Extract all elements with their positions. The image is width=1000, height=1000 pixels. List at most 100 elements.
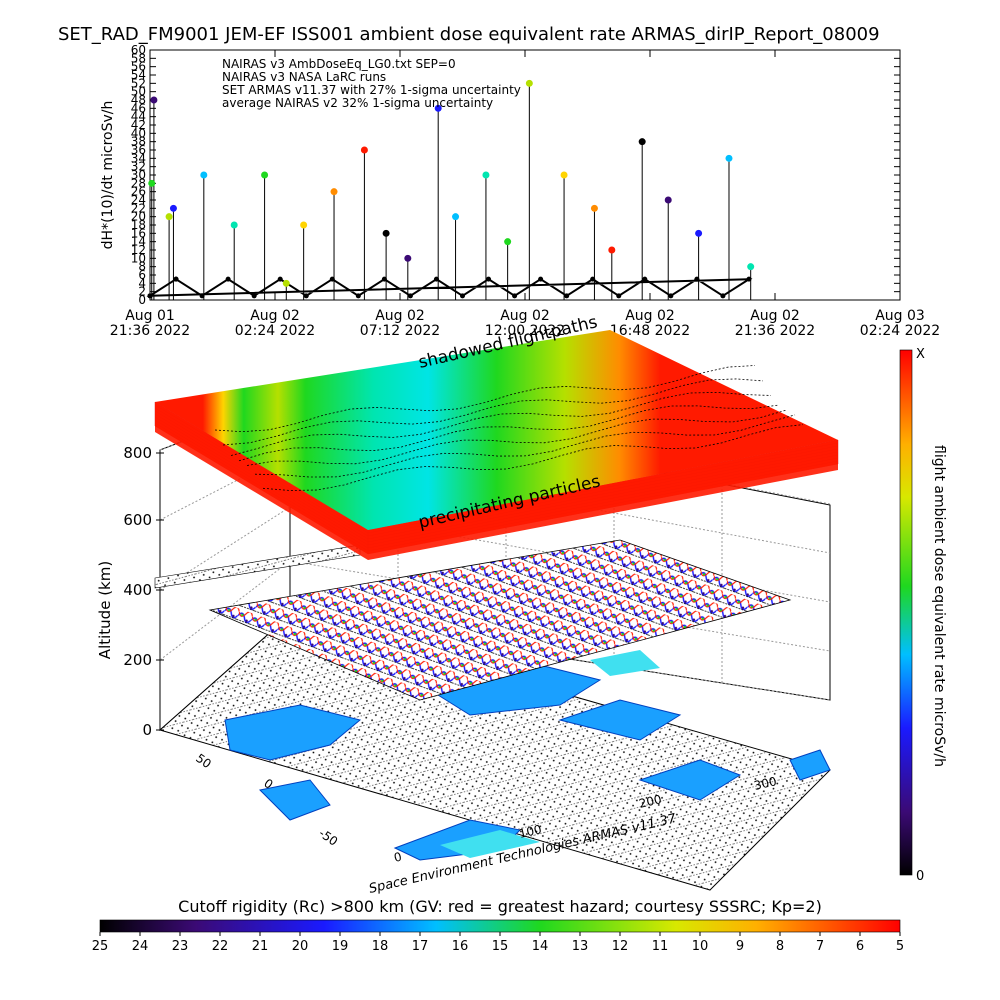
nairas-baseline-point (512, 293, 518, 299)
armas-point (452, 213, 460, 221)
top-y-tick-label: 2 (138, 285, 146, 299)
rigidity-tick-label: 25 (92, 939, 109, 954)
armas-point (725, 154, 733, 162)
shadowed-flightpath-line (222, 378, 764, 446)
rigidity-sheet-top (155, 330, 838, 530)
armas-point (434, 104, 442, 112)
dose-colorbar-label: flight ambient dose equivalent rate micr… (931, 445, 947, 767)
nairas-baseline-point (225, 276, 231, 282)
shadowed-flightpath-line (238, 404, 780, 462)
top-y-tick-label: 34 (131, 151, 146, 165)
nairas-baseline-point (407, 293, 413, 299)
top-y-tick-label: 20 (131, 210, 146, 224)
altitude-axis: 0 200 400 600 800 (123, 444, 164, 739)
rigidity-tick-label: 23 (172, 939, 189, 954)
sheet-side-left (155, 402, 368, 560)
longitude-tick-label: 200 (638, 792, 663, 811)
nairas-baseline-line (146, 278, 753, 297)
top-x-tick-date: Aug 02 (375, 308, 425, 324)
armas-point (300, 221, 308, 229)
armas-point (590, 204, 598, 212)
armas-point (148, 179, 156, 187)
land-ocean-patch (638, 759, 742, 801)
top-y-tick-label: 56 (131, 60, 146, 74)
shadowed-flightpath-line (254, 414, 796, 478)
dose-colorbar-top-label: X (916, 347, 925, 362)
figure-title: SET_RAD_FM9001 JEM-EF ISS001 ambient dos… (58, 24, 880, 45)
top-x-tick-time: 21:36 2022 (735, 323, 815, 339)
rigidity-tick-label: 10 (692, 939, 709, 954)
top-y-tick-label: 60 (131, 43, 146, 57)
top-y-tick-label: 22 (131, 201, 146, 215)
nairas-baseline-point (277, 276, 283, 282)
top-y-tick-label: 24 (131, 193, 146, 207)
longitude-tick-label: 0 (393, 850, 404, 865)
rigidity-colorbar-title: Cutoff rigidity (Rc) >800 km (GV: red = … (178, 897, 822, 916)
armas-point (608, 246, 616, 254)
top-legend-entry: NAIRAS v3 AmbDoseEq_LG0.txt SEP=0 (222, 57, 456, 71)
top-y-tick-label: 26 (131, 185, 146, 199)
rigidity-tick-label: 22 (212, 939, 229, 954)
top-y-tick-label: 54 (131, 68, 146, 82)
top-y-tick-label: 8 (138, 260, 146, 274)
armas-point (404, 254, 412, 262)
nairas-baseline-point (538, 276, 544, 282)
armas-point (638, 138, 646, 146)
land-ocean-patch (558, 699, 682, 741)
altitude-tick-label: 600 (123, 511, 152, 529)
top-x-tick-date: Aug 02 (625, 308, 675, 324)
armas-point (230, 221, 238, 229)
longitude-tick-label: 100 (518, 822, 543, 841)
top-series-marks (146, 79, 755, 300)
altitude-axis-label: Altitude (km) (96, 561, 114, 659)
top-x-tick-time: 07:12 2022 (360, 323, 440, 339)
top-x-tick-time: 12:00 2022 (485, 323, 565, 339)
dose-rate-time-series: 0246810121416182022242628303234363840424… (100, 43, 940, 339)
rigidity-tick-label: 24 (132, 939, 149, 954)
rigidity-colorbar (99, 919, 901, 933)
rigidity-tick-label: 11 (652, 939, 669, 954)
top-y-tick-label: 30 (131, 168, 146, 182)
rigidity-tick-label: 6 (856, 939, 864, 954)
top-legend-entry: average NAIRAS v2 32% 1-sigma uncertaint… (222, 96, 493, 110)
top-legend-entry: SET ARMAS v11.37 with 27% 1-sigma uncert… (222, 83, 521, 97)
dose-colorbar-bottom-label: 0 (916, 869, 924, 884)
flightpath-surface (208, 539, 792, 701)
top-x-tick-date: Aug 01 (125, 308, 175, 324)
top-y-tick-label: 50 (131, 85, 146, 99)
rigidity-tick-label: 13 (572, 939, 589, 954)
ice-patch (590, 650, 660, 676)
top-x-tick-date: Aug 02 (250, 308, 300, 324)
nairas-baseline-point (355, 293, 361, 299)
armas-point (330, 188, 338, 196)
rigidity-sheet-stack (154, 401, 839, 560)
top-x-tick-time: 21:36 2022 (110, 323, 190, 339)
top-y-axis-label: dH*(10)/dt microSv/h (100, 101, 116, 250)
nairas-baseline-point (668, 293, 674, 299)
longitude-tick-label: 300 (753, 774, 778, 793)
rigidity-tick-label: 12 (612, 939, 629, 954)
nairas-baseline-point (460, 293, 465, 299)
top-y-tick-label: 16 (131, 226, 146, 240)
longitude-axis: 0 100 200 300 (393, 774, 778, 865)
top-x-tick-time: 02:24 2022 (860, 323, 940, 339)
top-y-tick-label: 4 (138, 276, 146, 290)
rigidity-tick-label: 16 (452, 939, 469, 954)
armas-point (150, 96, 158, 104)
rigidity-tick-label: 7 (816, 939, 824, 954)
top-y-tick-label: 10 (131, 251, 146, 265)
rigidity-tick-label: 19 (332, 939, 349, 954)
top-y-tick-label: 40 (131, 126, 146, 140)
top-y-tick-label: 0 (138, 293, 146, 307)
top-y-tick-label: 18 (131, 218, 146, 232)
top-x-tick-time: 02:24 2022 (235, 323, 315, 339)
top-y-tick-label: 32 (131, 160, 146, 174)
armas-point (504, 238, 512, 246)
nairas-baseline-point (564, 293, 570, 299)
top-y-tick-label: 28 (131, 176, 146, 190)
rigidity-tick-label: 14 (532, 939, 549, 954)
rigidity-colorbar-panel: Cutoff rigidity (Rc) >800 km (GV: red = … (92, 897, 904, 954)
top-y-tick-label: 14 (131, 235, 146, 249)
earth-map-ocean-land (224, 650, 831, 861)
top-y-tick-label: 44 (131, 110, 146, 124)
